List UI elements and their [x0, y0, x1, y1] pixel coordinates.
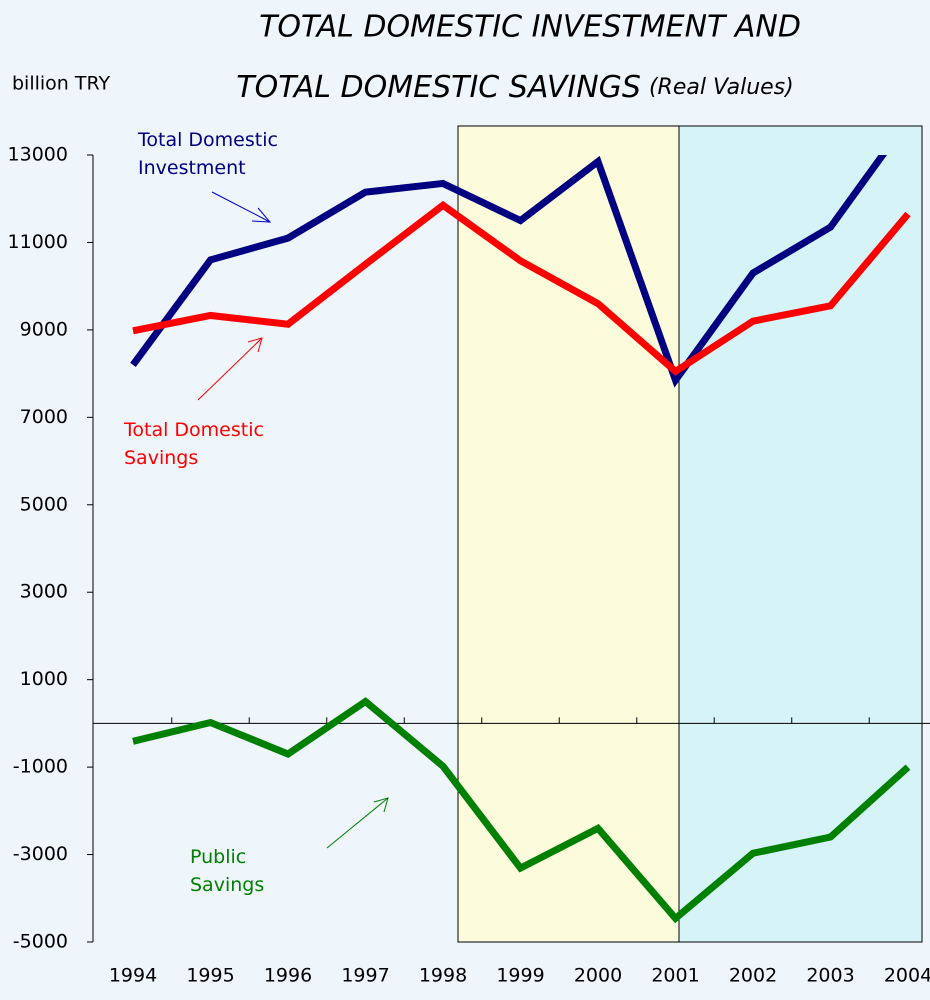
y-tick-label: 5000: [20, 493, 68, 515]
legend-text: Savings: [124, 447, 198, 469]
y-tick-label: 3000: [20, 581, 68, 603]
y-tick-label: 9000: [20, 318, 68, 340]
arrow: [326, 797, 389, 849]
legend-public: Public Savings: [190, 846, 264, 896]
series-line: [130, 155, 888, 388]
x-tick-label: 2000: [574, 965, 622, 987]
arrow-head: [251, 207, 272, 223]
legend-text: Investment: [138, 157, 246, 179]
arrow: [211, 191, 271, 223]
title-line-2-main: TOTAL DOMESTIC SAVINGS: [236, 70, 641, 105]
arrow: [197, 337, 263, 401]
title-line-2: TOTAL DOMESTIC SAVINGS (Real Values): [236, 70, 793, 105]
x-tick-label: 2004: [884, 965, 930, 987]
legend-text: Total Domestic: [137, 129, 278, 151]
arrow-head: [373, 797, 389, 813]
series-line: [132, 200, 911, 376]
y-tick-label: 11000: [8, 231, 68, 253]
x-tick-label: 1994: [109, 965, 157, 987]
legend-investment: Total Domestic Investment: [137, 129, 278, 179]
legend-text: Savings: [190, 874, 264, 896]
y-tick-label: 1000: [20, 668, 68, 690]
x-tick-label: 1996: [264, 965, 312, 987]
legend-text: Total Domestic: [123, 419, 264, 441]
subtitle: (Real Values): [649, 75, 794, 100]
x-tick-label: 2002: [729, 965, 777, 987]
x-tick-label: 1995: [186, 965, 234, 987]
y-axis-label: billion TRY: [12, 73, 110, 95]
arrow-head: [247, 337, 263, 353]
y-tick-label: 13000: [8, 144, 68, 166]
y-tick-label: 7000: [20, 406, 68, 428]
legend-savings: Total Domestic Savings: [123, 419, 264, 469]
shade-crisis-2: [678, 125, 923, 943]
legend-text: Public: [190, 846, 246, 868]
shade-crisis-1: [457, 125, 680, 943]
series-line: [132, 697, 911, 924]
y-tick-label: -1000: [13, 756, 68, 778]
x-tick-label: 1998: [419, 965, 467, 987]
x-tick-label: 1997: [341, 965, 389, 987]
y-tick-label: -5000: [13, 931, 68, 953]
y-tick-label: -3000: [13, 843, 68, 865]
title-line-1: TOTAL DOMESTIC INVESTMENT AND: [259, 10, 801, 45]
x-tick-label: 1999: [496, 965, 544, 987]
x-tick-label: 2001: [651, 965, 699, 987]
x-tick-label: 2003: [806, 965, 854, 987]
